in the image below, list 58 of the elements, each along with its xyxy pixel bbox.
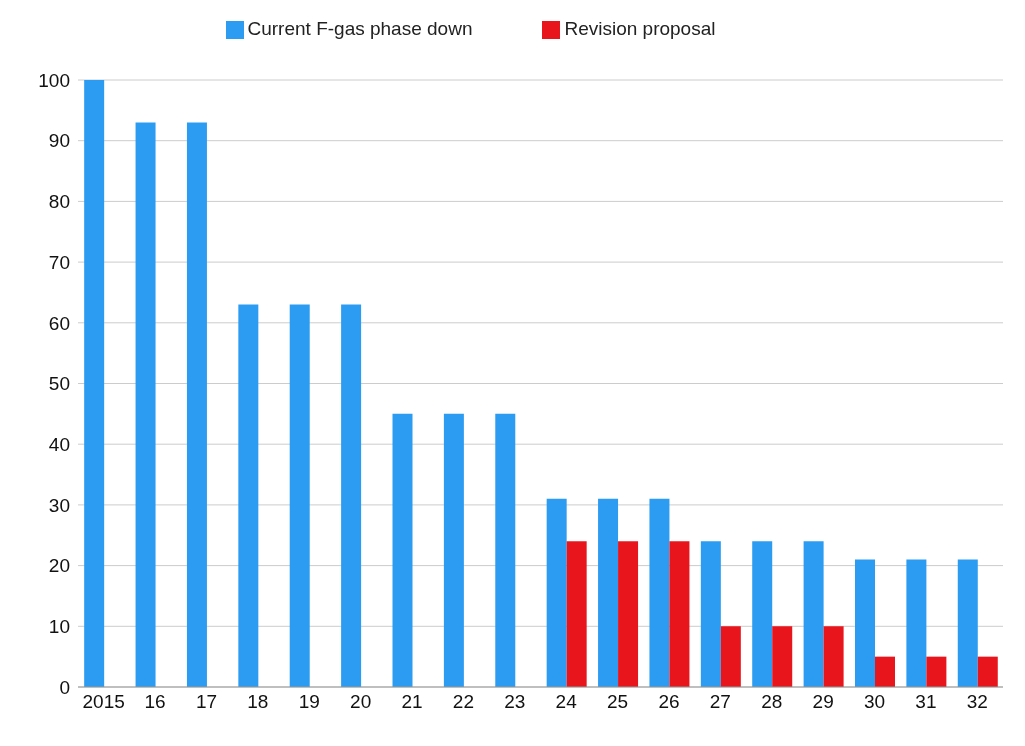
bar — [875, 656, 895, 687]
y-tick-label: 50 — [48, 373, 70, 395]
x-tick-label: 30 — [863, 691, 886, 713]
x-tick-label: 28 — [761, 691, 783, 713]
y-tick-label: 70 — [48, 251, 70, 273]
y-tick-label: 10 — [48, 616, 70, 638]
y-tick-label: 0 — [59, 676, 70, 698]
bar — [803, 541, 824, 687]
y-tick-label: 100 — [38, 69, 70, 91]
bar — [906, 559, 927, 687]
x-tick-label: 24 — [555, 691, 578, 713]
x-tick-label: 20 — [350, 691, 372, 713]
bar — [443, 413, 464, 687]
bar — [618, 541, 639, 687]
x-tick-label: 29 — [812, 691, 834, 713]
bar — [855, 559, 875, 687]
y-tick-label: 40 — [48, 433, 70, 455]
legend-label: Current F-gas phase down — [247, 18, 473, 39]
bar — [752, 541, 773, 687]
x-tick-label: 26 — [658, 691, 680, 713]
bar — [977, 656, 998, 687]
bar — [546, 498, 567, 687]
x-tick-label: 25 — [607, 691, 629, 713]
bar — [186, 122, 207, 687]
x-tick-label: 19 — [298, 691, 320, 713]
bar — [598, 498, 619, 687]
x-tick-label: 23 — [504, 691, 526, 713]
bar — [341, 304, 362, 687]
x-tick-label: 2015 — [82, 691, 125, 713]
bar — [669, 541, 690, 687]
bar — [720, 626, 741, 687]
bar — [84, 80, 105, 687]
y-tick-label: 20 — [48, 555, 70, 577]
bar — [700, 541, 721, 687]
bar — [135, 122, 156, 687]
bar — [772, 626, 793, 687]
x-tick-label: 16 — [144, 691, 166, 713]
y-tick-label: 30 — [48, 494, 70, 516]
bar — [926, 656, 947, 687]
bar — [238, 304, 259, 687]
bar — [495, 413, 516, 687]
x-tick-label: 17 — [195, 691, 218, 713]
bar — [957, 559, 978, 687]
x-tick-label: 27 — [709, 691, 731, 713]
y-tick-label: 80 — [48, 191, 70, 213]
x-tick-label: 21 — [401, 691, 423, 713]
bar — [289, 304, 310, 687]
x-tick-label: 18 — [247, 691, 269, 713]
y-tick-label: 90 — [48, 130, 70, 152]
x-tick-label: 32 — [966, 691, 988, 713]
x-tick-label: 31 — [915, 691, 937, 713]
bar — [392, 413, 413, 687]
bar — [649, 498, 670, 687]
bar — [823, 626, 844, 687]
x-tick-label: 22 — [452, 691, 474, 713]
y-tick-label: 60 — [48, 312, 70, 334]
bar — [566, 541, 587, 687]
legend-label: Revision proposal — [564, 18, 716, 39]
